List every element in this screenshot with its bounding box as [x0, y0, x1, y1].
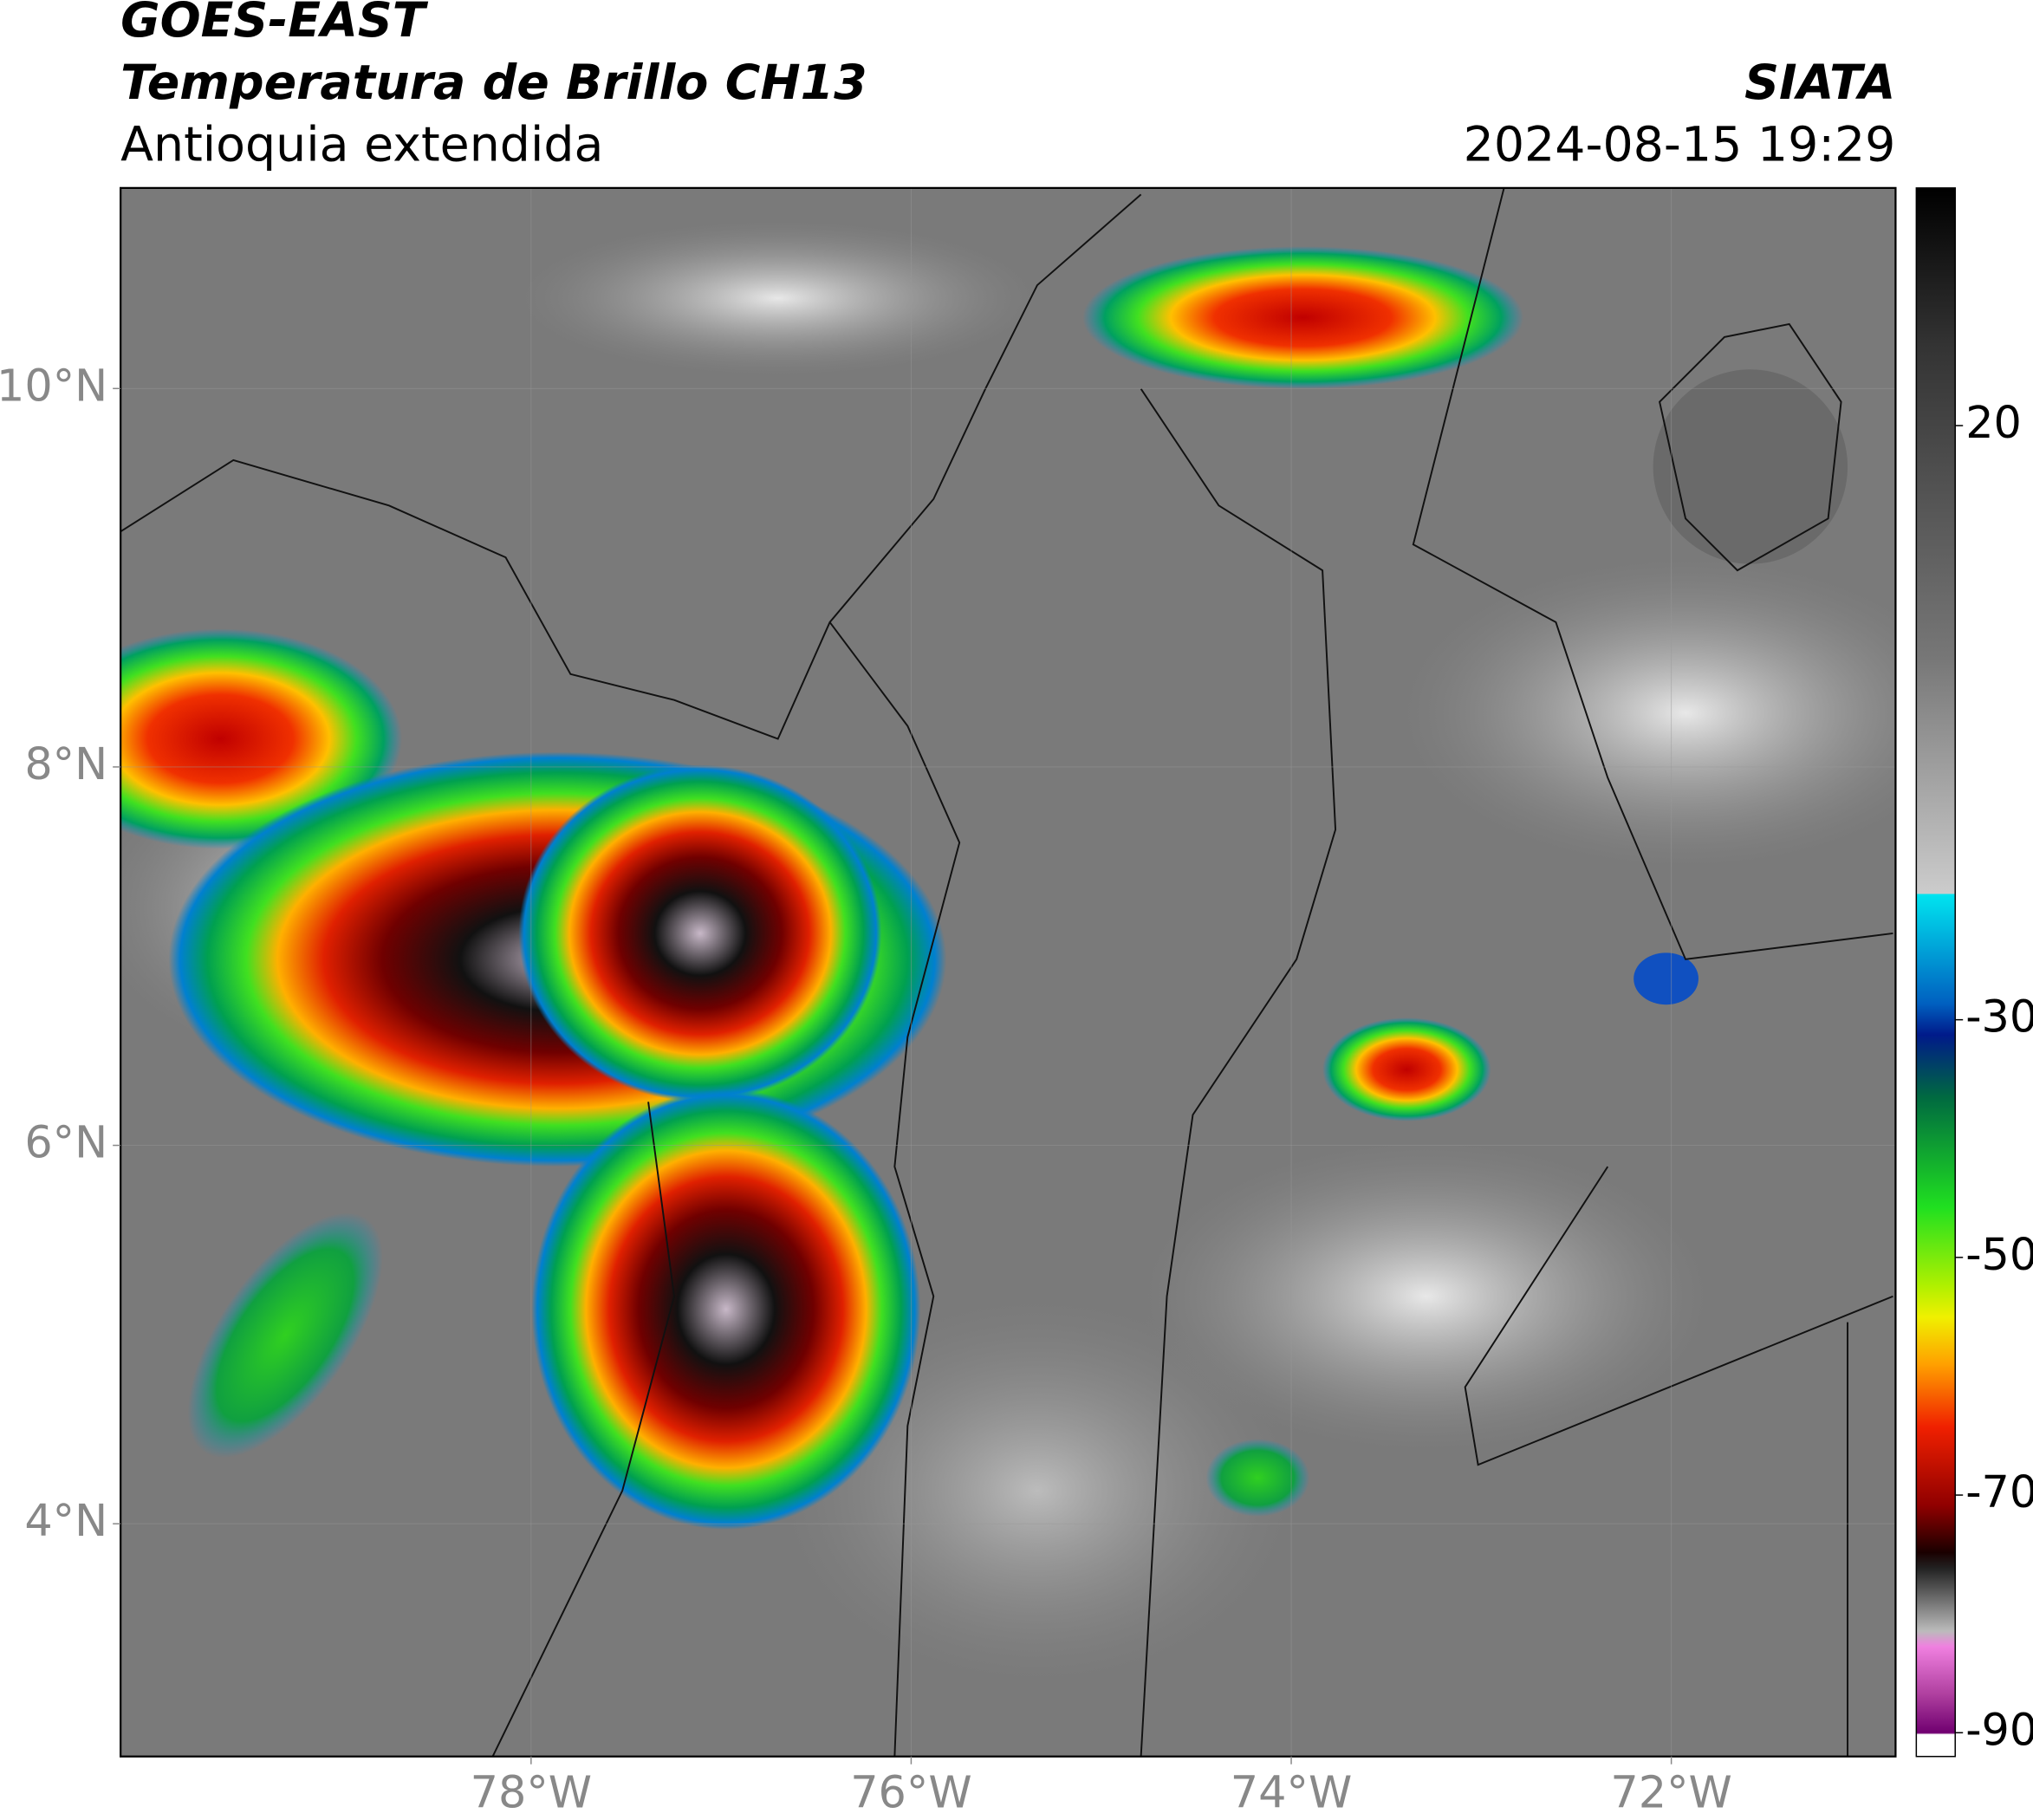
colorbar-tick-label: -50: [1965, 1229, 2033, 1280]
colorbar: [1915, 187, 1956, 1758]
colorbar-tick-label: -30: [1965, 991, 2033, 1043]
cloud: [777, 1296, 1297, 1686]
storm-cell: [518, 764, 882, 1102]
storm-cell: [187, 1212, 383, 1459]
storm-cell: [1082, 246, 1524, 389]
storm-cell: [1634, 952, 1698, 1005]
map-frame: [120, 186, 1897, 1758]
storm-cell: [1205, 1439, 1310, 1517]
grid: [120, 187, 1896, 1757]
datetime: 2024-08-15 19:29: [1464, 118, 1896, 173]
storm-cell: [1322, 1017, 1491, 1121]
x-tick-label: 74°W: [1231, 1767, 1352, 1818]
region: Antioquia extendida: [120, 118, 603, 173]
x-tick-label: 72°W: [1610, 1767, 1731, 1818]
y-tick-label: 10°N: [0, 360, 107, 411]
colorbar-tick-label: -90: [1965, 1704, 2033, 1755]
title: GOES-EAST: [120, 0, 429, 49]
cloud: [1400, 557, 1896, 869]
x-tick-label: 76°W: [850, 1767, 971, 1818]
y-tick-label: 4°N: [24, 1495, 107, 1546]
map-image: [120, 187, 1896, 1757]
subtitle: Temperatura de Brillo CH13: [120, 55, 867, 111]
source: SIATA: [1744, 55, 1895, 111]
borders: [120, 187, 1893, 1757]
colorbar-tick-label: -70: [1965, 1466, 2033, 1518]
colorbar-tick-label: 20: [1965, 397, 2022, 448]
y-tick-label: 6°N: [24, 1117, 107, 1168]
cloud: [518, 220, 1037, 376]
x-tick-label: 78°W: [471, 1767, 592, 1818]
cloud: [1140, 1141, 1711, 1453]
lake-outline: [1659, 322, 1842, 572]
storm-cell: [531, 1089, 921, 1530]
y-tick-label: 8°N: [24, 738, 107, 790]
lake: [1653, 369, 1848, 564]
